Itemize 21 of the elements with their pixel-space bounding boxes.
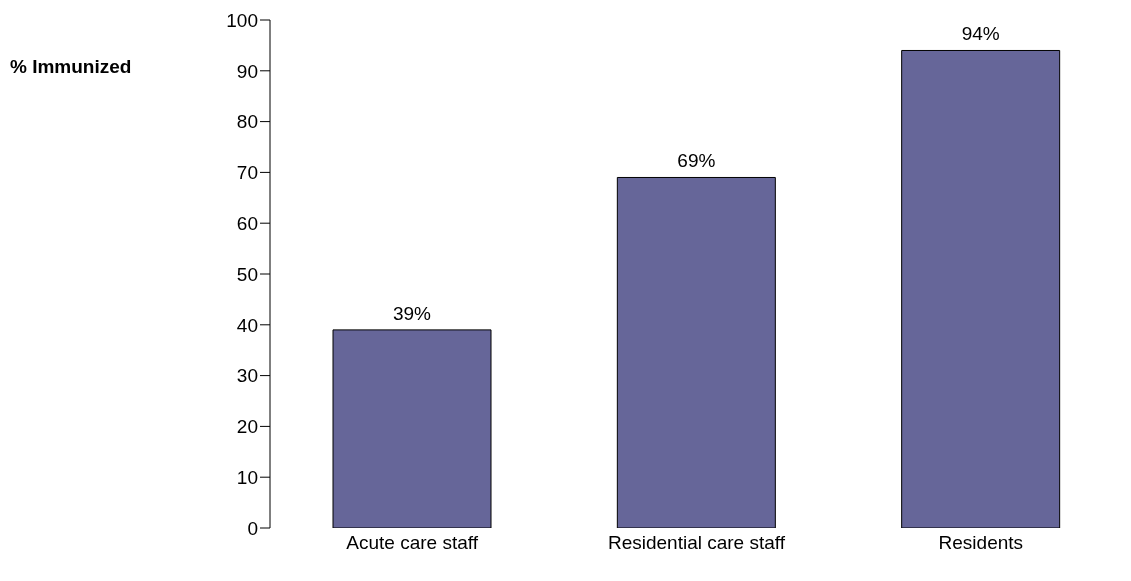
y-tick-label: 90 xyxy=(236,60,258,82)
data-label: 39% xyxy=(392,302,432,324)
data-label: 94% xyxy=(961,23,1000,45)
y-tick-label: 10 xyxy=(236,466,258,488)
bar xyxy=(332,329,492,528)
y-tick-label: 30 xyxy=(236,365,258,387)
x-tick-label: Acute care staff xyxy=(346,532,479,554)
bar xyxy=(901,49,1061,528)
y-tick-label: 40 xyxy=(236,314,258,336)
y-tick-label: 0 xyxy=(247,517,258,539)
y-tick-label: 70 xyxy=(236,162,258,184)
y-tick-label: 100 xyxy=(226,9,258,31)
y-tick-label: 60 xyxy=(236,212,258,234)
data-label: 69% xyxy=(677,150,716,172)
y-tick-label: 80 xyxy=(236,111,258,133)
y-tick-label: 50 xyxy=(236,263,258,285)
y-tick-label: 20 xyxy=(236,416,258,438)
x-tick-label: Residential care staff xyxy=(607,532,786,554)
x-tick-label: Residents xyxy=(938,532,1024,554)
bar xyxy=(616,176,776,528)
y-axis-title: % Immunized xyxy=(10,56,132,78)
